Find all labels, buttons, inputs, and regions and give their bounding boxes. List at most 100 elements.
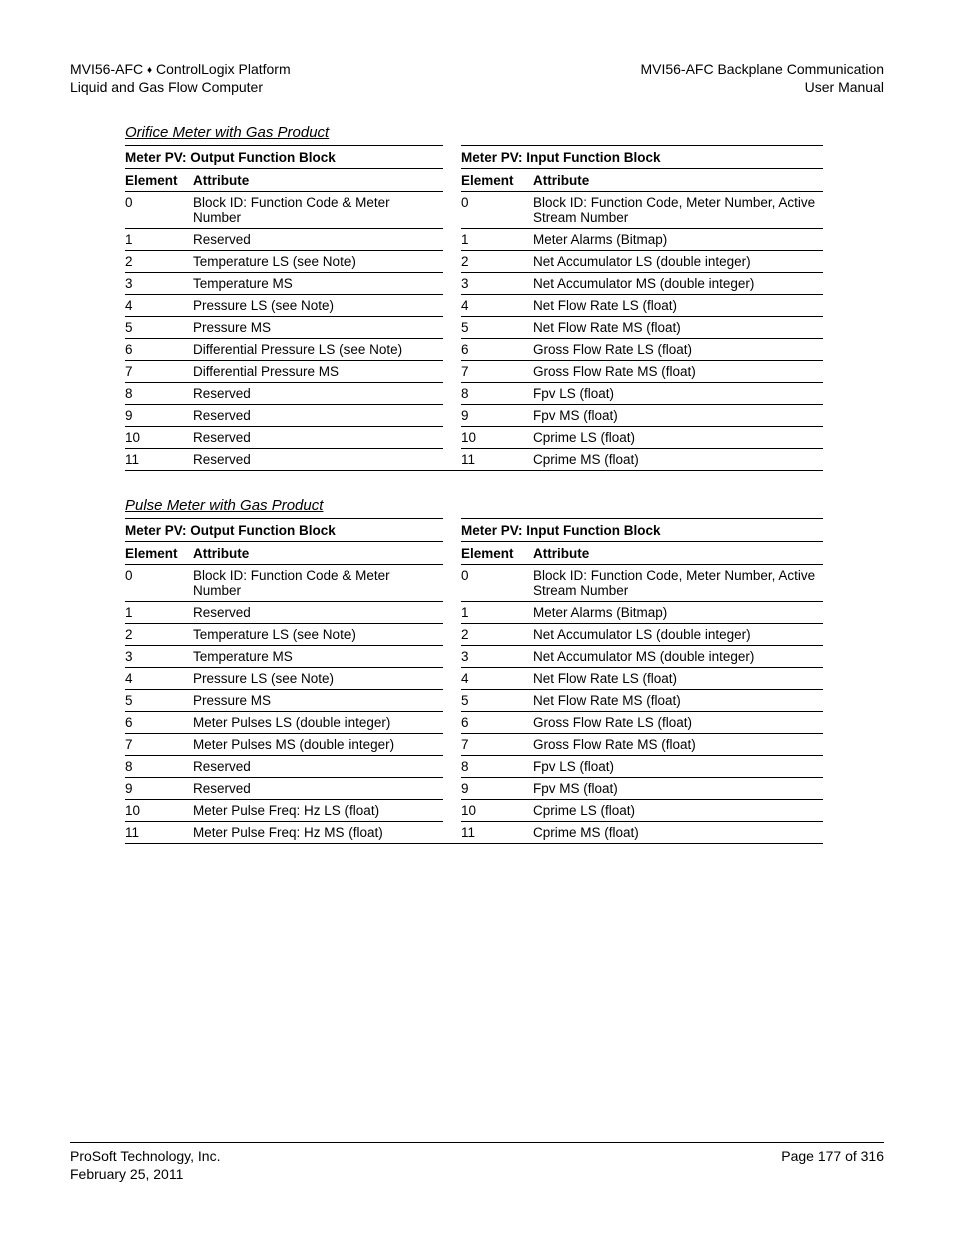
cell-attribute: Block ID: Function Code, Meter Number, A… (533, 565, 823, 602)
col-element: Element (125, 542, 193, 565)
cell-element: 8 (125, 756, 193, 778)
table-row: 9Reserved9Fpv MS (float) (125, 405, 823, 427)
header-right: MVI56-AFC Backplane Communication User M… (640, 60, 884, 96)
cell-attribute: Pressure LS (see Note) (193, 295, 443, 317)
cell-attribute: Block ID: Function Code, Meter Number, A… (533, 192, 823, 229)
footer-left: ProSoft Technology, Inc. February 25, 20… (70, 1147, 220, 1183)
col-attribute: Attribute (193, 542, 443, 565)
cell-attribute: Net Accumulator LS (double integer) (533, 251, 823, 273)
cell-attribute: Net Flow Rate MS (float) (533, 317, 823, 339)
gap (443, 602, 461, 624)
cell-element: 5 (461, 317, 533, 339)
gap (443, 251, 461, 273)
cell-attribute: Net Accumulator LS (double integer) (533, 624, 823, 646)
cell-attribute: Temperature MS (193, 646, 443, 668)
table-row: 6Meter Pulses LS (double integer)6Gross … (125, 712, 823, 734)
gap (443, 427, 461, 449)
footer-date: February 25, 2011 (70, 1165, 220, 1183)
cell-element: 1 (125, 602, 193, 624)
cell-element: 7 (125, 361, 193, 383)
cell-element: 1 (461, 602, 533, 624)
cell-attribute: Net Flow Rate LS (float) (533, 295, 823, 317)
col-element: Element (125, 169, 193, 192)
cell-attribute: Meter Alarms (Bitmap) (533, 602, 823, 624)
table-row: 3Temperature MS3Net Accumulator MS (doub… (125, 646, 823, 668)
table-row: 2Temperature LS (see Note)2Net Accumulat… (125, 251, 823, 273)
cell-attribute: Fpv LS (float) (533, 756, 823, 778)
header-left-line2: Liquid and Gas Flow Computer (70, 78, 291, 96)
cell-element: 2 (461, 251, 533, 273)
cell-element: 7 (461, 734, 533, 756)
table-row: 0Block ID: Function Code & Meter Number0… (125, 192, 823, 229)
cell-attribute: Pressure MS (193, 690, 443, 712)
cell-element: 3 (461, 646, 533, 668)
company-name: ProSoft Technology, Inc. (70, 1147, 220, 1165)
cell-attribute: Cprime LS (float) (533, 427, 823, 449)
cell-element: 7 (461, 361, 533, 383)
cell-element: 9 (461, 405, 533, 427)
platform-name: ControlLogix Platform (152, 61, 291, 77)
cell-element: 10 (125, 800, 193, 822)
cell-element: 10 (461, 800, 533, 822)
col-element: Element (461, 542, 533, 565)
gap (443, 690, 461, 712)
page-number: Page 177 of 316 (781, 1147, 884, 1183)
cell-element: 5 (461, 690, 533, 712)
cell-attribute: Gross Flow Rate MS (float) (533, 361, 823, 383)
cell-element: 9 (461, 778, 533, 800)
cell-attribute: Net Flow Rate MS (float) (533, 690, 823, 712)
cell-element: 2 (125, 624, 193, 646)
cell-element: 6 (125, 712, 193, 734)
cell-element: 8 (461, 756, 533, 778)
output-block-header: Meter PV: Output Function Block (125, 519, 443, 542)
section1-title: Orifice Meter with Gas Product (125, 124, 884, 141)
gap (443, 778, 461, 800)
cell-element: 11 (125, 449, 193, 471)
gap (443, 146, 461, 169)
gap (443, 169, 461, 192)
table-row: 7Differential Pressure MS7Gross Flow Rat… (125, 361, 823, 383)
cell-attribute: Fpv LS (float) (533, 383, 823, 405)
cell-element: 6 (461, 712, 533, 734)
table-row: 3Temperature MS3Net Accumulator MS (doub… (125, 273, 823, 295)
cell-element: 8 (461, 383, 533, 405)
section2-table: Meter PV: Output Function Block Meter PV… (125, 518, 823, 844)
cell-element: 6 (125, 339, 193, 361)
cell-attribute: Meter Pulse Freq: Hz LS (float) (193, 800, 443, 822)
cell-attribute: Reserved (193, 756, 443, 778)
table-row: 1Reserved1Meter Alarms (Bitmap) (125, 229, 823, 251)
gap (443, 734, 461, 756)
cell-element: 4 (461, 668, 533, 690)
cell-attribute: Differential Pressure MS (193, 361, 443, 383)
gap (443, 519, 461, 542)
table-row: 10Reserved10Cprime LS (float) (125, 427, 823, 449)
gap (443, 383, 461, 405)
cell-attribute: Fpv MS (float) (533, 778, 823, 800)
table-row: 8Reserved8Fpv LS (float) (125, 756, 823, 778)
table-row: 4Pressure LS (see Note)4Net Flow Rate LS… (125, 668, 823, 690)
cell-attribute: Gross Flow Rate MS (float) (533, 734, 823, 756)
cell-element: 9 (125, 778, 193, 800)
page-header: MVI56-AFC ♦ ControlLogix Platform Liquid… (70, 60, 884, 96)
cell-attribute: Cprime MS (float) (533, 449, 823, 471)
cell-attribute: Pressure LS (see Note) (193, 668, 443, 690)
cell-attribute: Reserved (193, 405, 443, 427)
cell-attribute: Temperature LS (see Note) (193, 251, 443, 273)
cell-attribute: Net Accumulator MS (double integer) (533, 273, 823, 295)
output-block-header: Meter PV: Output Function Block (125, 146, 443, 169)
cell-attribute: Meter Alarms (Bitmap) (533, 229, 823, 251)
cell-element: 3 (461, 273, 533, 295)
cell-element: 11 (461, 449, 533, 471)
cell-element: 0 (461, 192, 533, 229)
gap (443, 646, 461, 668)
gap (443, 712, 461, 734)
page: MVI56-AFC ♦ ControlLogix Platform Liquid… (0, 0, 954, 1235)
cell-attribute: Reserved (193, 229, 443, 251)
cell-attribute: Differential Pressure LS (see Note) (193, 339, 443, 361)
section2-title: Pulse Meter with Gas Product (125, 497, 884, 514)
cell-element: 5 (125, 317, 193, 339)
cell-element: 0 (125, 565, 193, 602)
page-footer: ProSoft Technology, Inc. February 25, 20… (70, 1142, 884, 1183)
cell-element: 1 (461, 229, 533, 251)
col-attribute: Attribute (533, 169, 823, 192)
